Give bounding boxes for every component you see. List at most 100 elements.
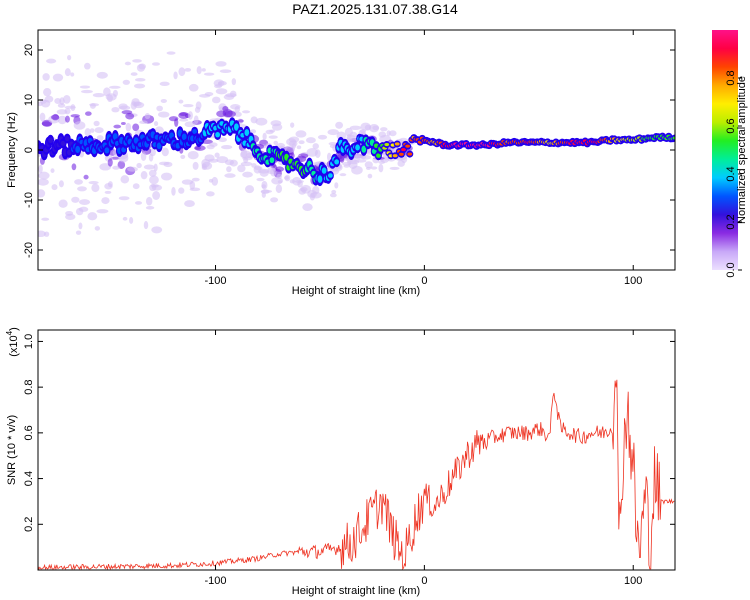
spectrogram-scatter-blob	[327, 129, 339, 136]
spectrogram-scatter-blob	[151, 226, 163, 234]
colorbar-tick-label: 0.6	[725, 118, 737, 133]
spectrogram-scatter-blob	[216, 110, 227, 118]
spectrogram-scatter-blob	[70, 72, 75, 77]
spectrogram-track-core	[672, 136, 675, 140]
spectrogram-scatter-blob	[370, 166, 378, 170]
spectrogram-scatter-blob	[201, 158, 210, 168]
spectrogram-y-tick-label: 10	[23, 94, 35, 106]
spectrogram-track-core	[60, 140, 66, 146]
spectrogram-scatter-blob	[187, 111, 193, 120]
spectrogram-scatter-blob	[231, 78, 237, 86]
spectrogram-track-core	[181, 133, 187, 141]
spectrogram-scatter-blob	[268, 135, 278, 139]
spectrogram-scatter-blob	[296, 145, 302, 150]
spectrogram-scatter-blob	[120, 175, 130, 184]
spectrogram-scatter-blob	[329, 144, 336, 149]
spectrogram-scatter-blob	[250, 129, 257, 134]
spectrogram-scatter-blob	[118, 196, 130, 201]
spectrogram-scatter-blob	[241, 110, 251, 114]
spectrogram-track-core	[64, 136, 70, 142]
spectrogram-scatter-blob	[111, 106, 120, 113]
spectrogram-scatter-blob	[339, 173, 347, 177]
spectrogram-scatter-blob	[79, 85, 91, 89]
colorbar-label: Normalized spectral amplitude	[736, 76, 748, 224]
spectrogram-scatter-blob	[158, 161, 170, 166]
spectrogram-scatter-blob	[326, 152, 332, 162]
spectrogram-scatter-blob	[224, 173, 236, 178]
spectrogram-scatter-blob	[67, 55, 72, 61]
spectrogram-scatter-blob	[275, 166, 285, 172]
spectrogram-scatter-blob	[173, 71, 178, 80]
spectrogram-scatter-blob	[378, 160, 386, 164]
spectrogram-scatter-blob	[153, 163, 158, 172]
spectrogram-scatter-blob	[159, 81, 170, 86]
spectrogram-scatter-blob	[143, 164, 155, 170]
spectrogram-scatter-blob	[84, 62, 91, 70]
spectrogram-scatter-blob	[78, 206, 89, 212]
spectrogram-scatter-blob	[312, 186, 320, 195]
snr-y-tick-label: 1.0	[23, 334, 35, 349]
colorbar-tick-label: 0.8	[725, 70, 737, 85]
spectrogram-scatter-blob	[41, 121, 52, 127]
spectrogram-track-core	[156, 142, 162, 150]
spectrogram-scatter-blob	[187, 150, 199, 160]
spectrogram-scatter-blob	[103, 87, 111, 97]
spectrogram-scatter-blob	[94, 127, 104, 134]
spectrogram-scatter-blob	[317, 134, 328, 140]
spectrogram-scatter-blob	[270, 120, 282, 127]
spectrogram-scatter-blob	[335, 121, 344, 129]
spectrogram-scatter-blob	[119, 105, 131, 111]
spectrogram-scatter-blob	[203, 72, 215, 76]
spectrogram-track-core	[75, 145, 81, 154]
snr-y-tick-label: 0.2	[23, 517, 35, 532]
spectrogram-scatter-blob	[192, 161, 199, 170]
spectrogram-scatter-blob	[38, 230, 46, 238]
spectrogram-scatter-blob	[245, 185, 255, 194]
spectrogram-scatter-blob	[44, 95, 54, 103]
spectrogram-scatter-blob	[157, 111, 170, 118]
spectrogram-scatter-blob	[38, 164, 43, 174]
spectrogram-scatter-blob	[211, 176, 219, 186]
snr-x-ticks: -100 0 100	[205, 330, 642, 587]
spectrogram-scatter-blob	[215, 61, 227, 67]
spectrogram-track-core	[399, 152, 404, 156]
spectrogram-scatter-blob	[378, 131, 387, 138]
spectrogram-scatter-blob	[96, 71, 108, 79]
spectrogram-scatter-blob	[64, 105, 76, 109]
spectrogram-scatter-blob	[178, 99, 184, 104]
spectrogram-scatter-blob	[96, 135, 104, 141]
spectrogram-scatter-blob	[216, 156, 229, 164]
spectrogram-scatter-blob	[184, 67, 192, 72]
spectrogram-track-core	[327, 173, 333, 178]
spectrogram-x-ticks: -100 0 100	[205, 30, 642, 287]
spectrogram-scatter-blob	[122, 79, 130, 85]
spectrogram-scatter-blob	[132, 123, 140, 132]
spectrogram-scatter-blob	[144, 113, 151, 120]
snr-frame	[37, 329, 676, 571]
spectrogram-scatter-blob	[96, 209, 109, 214]
snr-series-line	[38, 379, 675, 570]
spectrogram-scatter-blob	[334, 182, 339, 189]
spectrogram-scatter-blob	[161, 147, 169, 157]
spectrogram-marks	[38, 51, 675, 238]
spectrogram-scatter-blob	[52, 73, 64, 82]
spectrogram-scatter-blob	[225, 93, 237, 98]
spectrogram-scatter-blob	[215, 88, 228, 95]
spectrogram-scatter-blob	[189, 180, 196, 190]
spectrogram-scatter-blob	[80, 89, 93, 94]
colorbar-ticks: 0.0 0.2 0.4 0.6 0.8	[725, 70, 742, 278]
spectrogram-scatter-blob	[178, 67, 186, 77]
spectrogram-scatter-blob	[265, 129, 274, 135]
spectrogram-track-core	[112, 133, 118, 141]
spectrogram-scatter-blob	[242, 171, 253, 178]
spectrogram-scatter-blob	[112, 165, 120, 170]
spectrogram-scatter-blob	[378, 163, 384, 173]
spectrogram-scatter-blob	[211, 96, 221, 104]
spectrogram-scatter-blob	[276, 142, 286, 149]
spectrogram-scatter-blob	[256, 177, 265, 182]
spectrogram-scatter-blob	[104, 190, 112, 194]
spectrogram-scatter-blob	[51, 184, 58, 191]
spectrogram-scatter-blob	[38, 189, 46, 198]
spectrogram-scatter-blob	[351, 165, 363, 175]
spectrogram-x-tick-label: 100	[624, 275, 642, 287]
